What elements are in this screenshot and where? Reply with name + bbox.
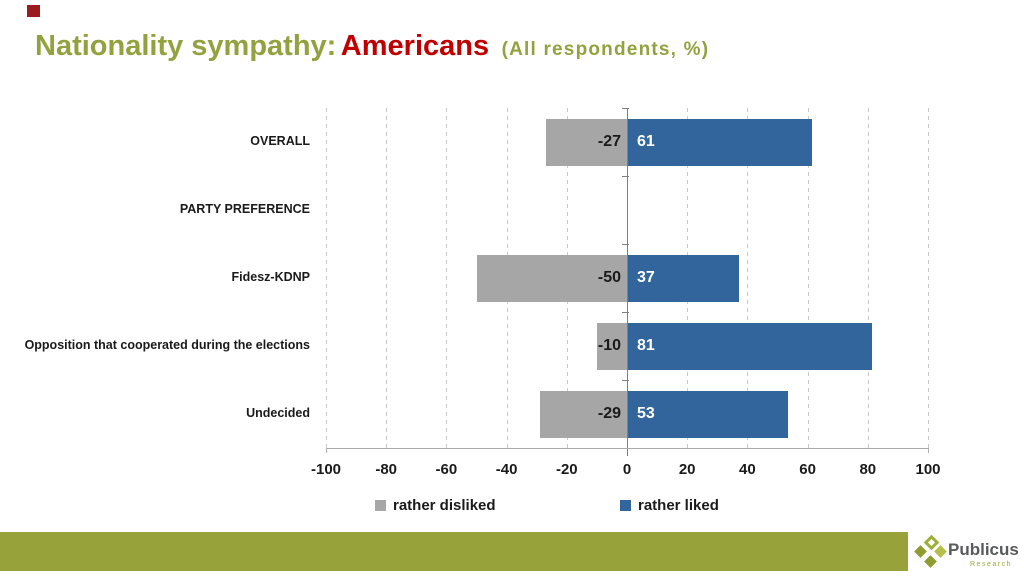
x-tick-label: -80 bbox=[375, 461, 398, 478]
x-tick-label: 60 bbox=[799, 461, 816, 478]
plot-area: -100 -80 -60 -40 -20 0 20 40 60 80 100 OVERALL -27 61… bbox=[25, 108, 941, 478]
bar-rather-disliked: -29 bbox=[539, 390, 627, 438]
category-label: Undecided bbox=[246, 406, 310, 420]
x-tick-label: -100 bbox=[310, 461, 342, 478]
bar-rather-liked: 81 bbox=[628, 322, 872, 370]
brand-name: Publicus bbox=[948, 540, 1019, 559]
bar-rather-liked: 53 bbox=[628, 390, 788, 438]
x-tick-label: 20 bbox=[678, 461, 696, 478]
legend-swatch-icon bbox=[375, 500, 386, 511]
zero-axis-tick bbox=[622, 176, 629, 177]
gridline bbox=[807, 108, 809, 448]
x-tick-label: -40 bbox=[495, 461, 518, 478]
legend-label: rather disliked bbox=[393, 497, 496, 514]
gridline bbox=[386, 108, 388, 448]
legend-swatch-icon bbox=[620, 500, 631, 511]
category-label: Fidesz-KDNP bbox=[231, 270, 310, 284]
slide-title-main: Nationality sympathy: bbox=[35, 30, 337, 62]
category-label: OVERALL bbox=[250, 134, 310, 148]
gridline bbox=[867, 108, 869, 448]
value-label-negative: -50 bbox=[597, 269, 621, 286]
brand-subtitle: Research bbox=[970, 561, 1012, 568]
footer-band bbox=[0, 532, 1024, 571]
legend-label: rather liked bbox=[638, 497, 719, 514]
logo-diamond-right bbox=[934, 545, 947, 558]
slide-title: Nationality sympathy: Americans (All res… bbox=[35, 30, 709, 63]
value-label-positive: 37 bbox=[637, 269, 655, 286]
logo-diamond-left bbox=[914, 545, 927, 558]
x-tick-label: 80 bbox=[859, 461, 877, 478]
bar-rather-disliked: -10 bbox=[596, 322, 627, 370]
zero-axis-tick bbox=[622, 244, 629, 245]
zero-axis-tick bbox=[622, 312, 629, 313]
gridline bbox=[446, 108, 448, 448]
value-label-positive: 61 bbox=[637, 133, 655, 150]
x-tick-label: 0 bbox=[622, 461, 632, 478]
category-label: PARTY PREFERENCE bbox=[179, 202, 310, 216]
x-axis-end-tick bbox=[326, 448, 327, 453]
chart-legend: rather disliked rather liked bbox=[0, 497, 1024, 517]
zero-axis-tick bbox=[622, 108, 629, 109]
bar-rather-disliked: -50 bbox=[476, 254, 627, 302]
value-label-negative: -10 bbox=[597, 337, 621, 354]
category-label: Opposition that cooperated during the el… bbox=[24, 338, 310, 352]
bar-rather-liked: 61 bbox=[628, 118, 812, 166]
x-tick-label: 100 bbox=[915, 461, 941, 478]
legend-item: rather liked bbox=[620, 497, 719, 514]
x-tick-label: 40 bbox=[739, 461, 756, 478]
x-tick-label: -60 bbox=[435, 461, 458, 478]
x-axis-end-tick bbox=[928, 448, 929, 453]
gridline bbox=[747, 108, 749, 448]
value-label-positive: 81 bbox=[637, 337, 655, 354]
zero-axis-tick bbox=[622, 380, 629, 381]
zero-axis-line bbox=[627, 108, 628, 456]
x-tick-label: -20 bbox=[555, 461, 578, 478]
legend-item: rather disliked bbox=[375, 497, 496, 514]
bar-rather-disliked: -27 bbox=[545, 118, 627, 166]
value-label-negative: -29 bbox=[597, 405, 621, 422]
brand-logo-box: Publicus Research bbox=[908, 528, 1024, 577]
slide-title-suffix: (All respondents, %) bbox=[501, 39, 710, 60]
publicus-logo-icon bbox=[914, 534, 947, 568]
value-label-negative: -27 bbox=[597, 133, 621, 150]
slide-title-highlight: Americans bbox=[340, 30, 490, 62]
corner-decoration-square bbox=[27, 5, 40, 17]
logo-diamond-bottom bbox=[924, 555, 937, 568]
x-axis-line bbox=[326, 448, 928, 449]
bar-rather-liked: 37 bbox=[628, 254, 740, 302]
gridline bbox=[928, 108, 929, 448]
value-label-positive: 53 bbox=[637, 405, 655, 422]
gridline bbox=[326, 108, 327, 448]
